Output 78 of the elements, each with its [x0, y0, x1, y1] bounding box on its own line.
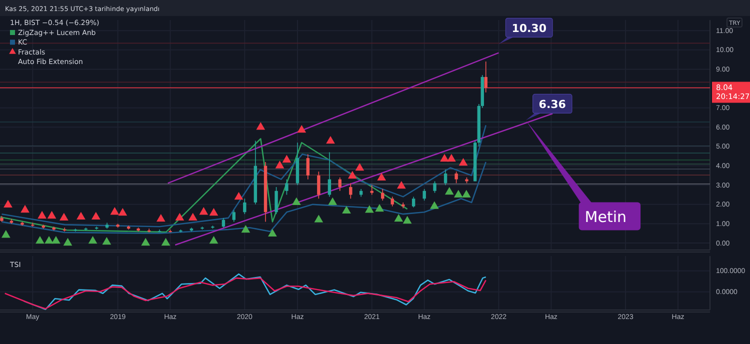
point — [402, 216, 412, 224]
point — [110, 207, 120, 215]
point — [209, 208, 218, 216]
candlestick — [285, 178, 288, 196]
point — [47, 210, 56, 219]
point — [241, 224, 250, 233]
point — [20, 204, 30, 213]
candlestick — [274, 186, 278, 214]
candlestick — [433, 180, 436, 194]
point — [209, 236, 218, 244]
candlestick — [444, 169, 448, 186]
point — [364, 205, 374, 213]
point — [447, 154, 456, 162]
point — [430, 201, 439, 209]
point — [234, 192, 244, 200]
point — [102, 236, 112, 245]
point — [355, 163, 364, 171]
point — [36, 236, 44, 244]
point — [118, 208, 128, 216]
point — [314, 214, 324, 222]
point — [268, 228, 277, 237]
point — [342, 206, 351, 214]
point — [396, 180, 406, 189]
line-series — [0, 138, 408, 233]
point — [454, 190, 463, 198]
candlestick — [243, 198, 246, 214]
candlestick — [147, 228, 151, 233]
point — [282, 154, 292, 163]
point — [377, 172, 386, 181]
point — [462, 190, 471, 198]
annotation: 6.36 — [538, 98, 566, 112]
point — [76, 212, 86, 220]
candlestick — [317, 171, 320, 200]
candlestick — [63, 227, 66, 232]
point — [175, 212, 184, 220]
candlestick — [232, 210, 236, 222]
point — [256, 122, 266, 130]
point — [156, 214, 166, 222]
point — [458, 158, 468, 166]
point — [63, 238, 72, 246]
point — [44, 236, 54, 244]
candlestick — [484, 61, 488, 93]
annotation: 10.30 — [512, 22, 547, 36]
point — [394, 214, 404, 222]
point — [141, 238, 150, 246]
line-series — [4, 277, 486, 310]
point — [38, 210, 46, 219]
candlestick — [328, 152, 332, 198]
candlestick — [454, 171, 458, 184]
candlestick — [412, 196, 416, 208]
candlestick — [349, 182, 352, 200]
candlestick — [390, 196, 394, 207]
point — [60, 212, 68, 220]
point — [328, 197, 338, 206]
point — [348, 170, 357, 179]
point — [444, 186, 454, 195]
point — [292, 197, 301, 206]
line-series — [1, 124, 486, 228]
point — [91, 212, 100, 220]
candlestick — [338, 176, 342, 192]
point — [199, 207, 208, 215]
point — [188, 212, 198, 220]
point — [297, 124, 306, 133]
point — [375, 204, 384, 212]
point — [52, 236, 60, 244]
annotation: Metin — [584, 208, 627, 226]
point — [1, 230, 10, 238]
candlestick — [222, 218, 226, 228]
point — [326, 136, 335, 144]
point — [4, 200, 12, 208]
point — [161, 238, 170, 246]
point — [275, 160, 284, 168]
line-series — [23, 273, 486, 310]
candlestick — [370, 184, 374, 196]
point — [440, 154, 449, 162]
point — [88, 236, 98, 244]
candlestick — [422, 188, 426, 201]
candlestick — [306, 154, 310, 180]
